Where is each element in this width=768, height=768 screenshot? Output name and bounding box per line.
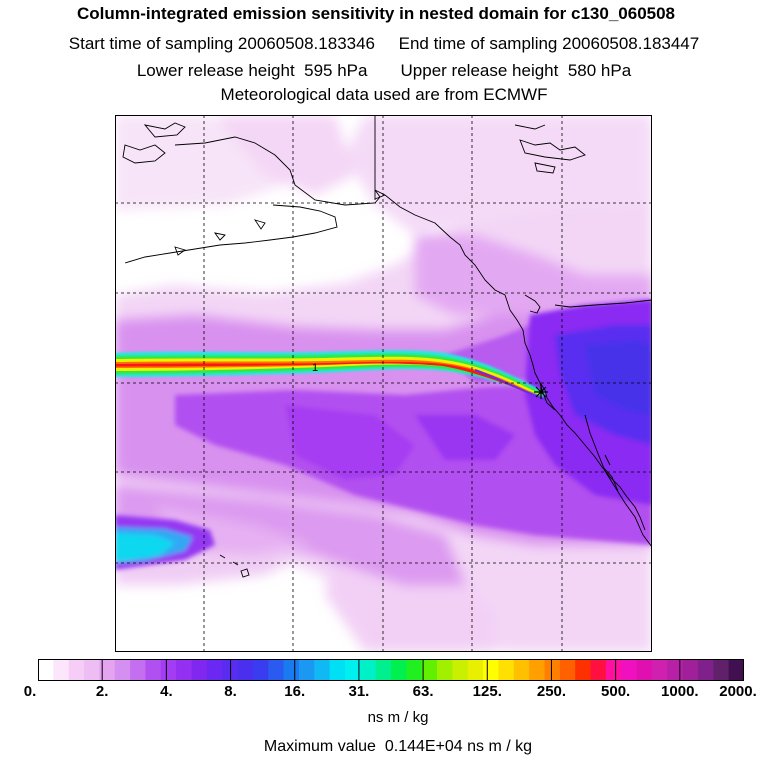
color-scale-bar: [38, 659, 744, 681]
color-scale-swatch: [498, 659, 515, 681]
color-scale-tick-label: 8.: [224, 683, 237, 700]
sensitivity-field-cyan: [115, 515, 215, 570]
color-scale-swatch: [283, 659, 300, 681]
color-scale-tick-label: 500.: [601, 683, 631, 700]
color-scale-swatch: [713, 659, 730, 681]
color-scale-swatch: [529, 659, 546, 681]
color-scale-swatch: [575, 659, 592, 681]
color-scale-swatch: [697, 659, 714, 681]
start-time-value: 20060508.183346: [237, 34, 376, 53]
color-scale-tick-label: 63.: [412, 683, 434, 700]
color-scale-swatch: [375, 659, 392, 681]
color-scale-swatch: [651, 659, 668, 681]
color-scale-swatch: [206, 659, 223, 681]
color-scale-swatch: [360, 659, 377, 681]
color-scale-major-ticks: [101, 659, 681, 681]
color-scale-swatch: [544, 659, 561, 681]
color-scale-tick-label: 1000.: [661, 683, 699, 700]
color-scale-swatch: [160, 659, 177, 681]
color-scale-swatch: [421, 659, 438, 681]
color-scale-swatch: [406, 659, 423, 681]
color-scale-swatch: [391, 659, 407, 681]
color-scale-swatch: [314, 659, 331, 681]
sensitivity-field-violet: [415, 300, 652, 505]
max-value-label: Maximum value: [263, 738, 376, 755]
maximum-value-text: Maximum value 0.144E+04 ns m / kg: [14, 738, 768, 756]
sensitivity-map: 1: [115, 115, 652, 652]
color-scale-swatch: [130, 659, 147, 681]
color-scale-tick-label: 2.: [95, 683, 109, 700]
color-scale-swatch: [114, 659, 131, 681]
color-scale-tick-label: 31.: [348, 683, 370, 700]
color-scale-swatch: [252, 659, 269, 681]
color-scale-swatch: [621, 659, 638, 681]
color-scale-swatch: [513, 659, 530, 681]
color-scale-swatch: [483, 659, 500, 681]
lower-height-label: Lower release height: [136, 61, 295, 80]
max-value-unit: ns m / kg: [467, 738, 533, 755]
max-value-number: 0.144E+04: [384, 738, 463, 755]
color-scale-swatch: [344, 659, 361, 681]
plot-title: Column-integrated emission sensitivity i…: [76, 4, 676, 23]
color-scale-swatch: [605, 659, 622, 681]
upper-height-label: Upper release height: [400, 61, 559, 80]
sampling-times: Start time of sampling 20060508.183346 E…: [0, 34, 768, 54]
color-scale-swatch: [38, 659, 54, 681]
color-scale-swatch: [84, 659, 100, 681]
color-scale-swatch: [99, 659, 116, 681]
color-scale-tick-label: 16.: [284, 683, 306, 700]
lower-height-value: 595 hPa: [304, 61, 368, 80]
color-scale-swatch: [298, 659, 315, 681]
color-scale-swatch: [191, 659, 208, 681]
color-scale-swatch: [268, 659, 285, 681]
contour-label: 1: [312, 362, 318, 374]
color-scale-swatch: [53, 659, 70, 681]
release-location-marker: [534, 385, 548, 399]
color-scale-tick-labels: 0. 2. 4. 8. 16. 31. 63. 125. 250. 500. 1000. 2000.: [0, 683, 768, 703]
color-scale-swatch: [590, 659, 607, 681]
color-scale-swatch: [559, 659, 576, 681]
color-scale-tick-label: 2000.: [719, 683, 757, 700]
color-scale-tick-label: 250.: [536, 683, 567, 700]
color-scale-swatch: [145, 659, 162, 681]
color-scale-swatch: [452, 659, 469, 681]
color-scale-units: ns m / kg: [367, 709, 429, 726]
emission-plume: [115, 350, 545, 397]
color-scale-frame: [38, 659, 744, 681]
map-frame: [115, 115, 652, 652]
color-scale-swatch: [176, 659, 193, 681]
color-scale-swatch: [467, 659, 484, 681]
coastlines: [122, 115, 652, 578]
color-scale-swatch: [667, 659, 684, 681]
end-time-label: End time of sampling: [398, 34, 558, 53]
color-scale-swatch: [68, 659, 85, 681]
color-scale-swatches: [38, 659, 744, 681]
upper-height-value: 580 hPa: [567, 61, 632, 80]
color-scale-swatch: [636, 659, 653, 681]
color-scale-swatch: [437, 659, 453, 681]
release-heights: Lower release height 595 hPa Upper relea…: [0, 61, 768, 81]
met-data-source: Meteorological data used are from ECMWF: [220, 85, 548, 104]
color-scale-swatch: [728, 659, 744, 681]
color-scale-tick-label: 125.: [472, 683, 502, 700]
color-scale-swatch: [329, 659, 346, 681]
color-scale-swatch: [237, 659, 254, 681]
color-scale-swatch: [682, 659, 699, 681]
color-scale-tick-label: 4.: [160, 683, 173, 700]
end-time-value: 20060508.183447: [562, 34, 700, 53]
color-scale-tick-label: 0.: [23, 683, 37, 700]
start-time-label: Start time of sampling: [68, 34, 234, 53]
